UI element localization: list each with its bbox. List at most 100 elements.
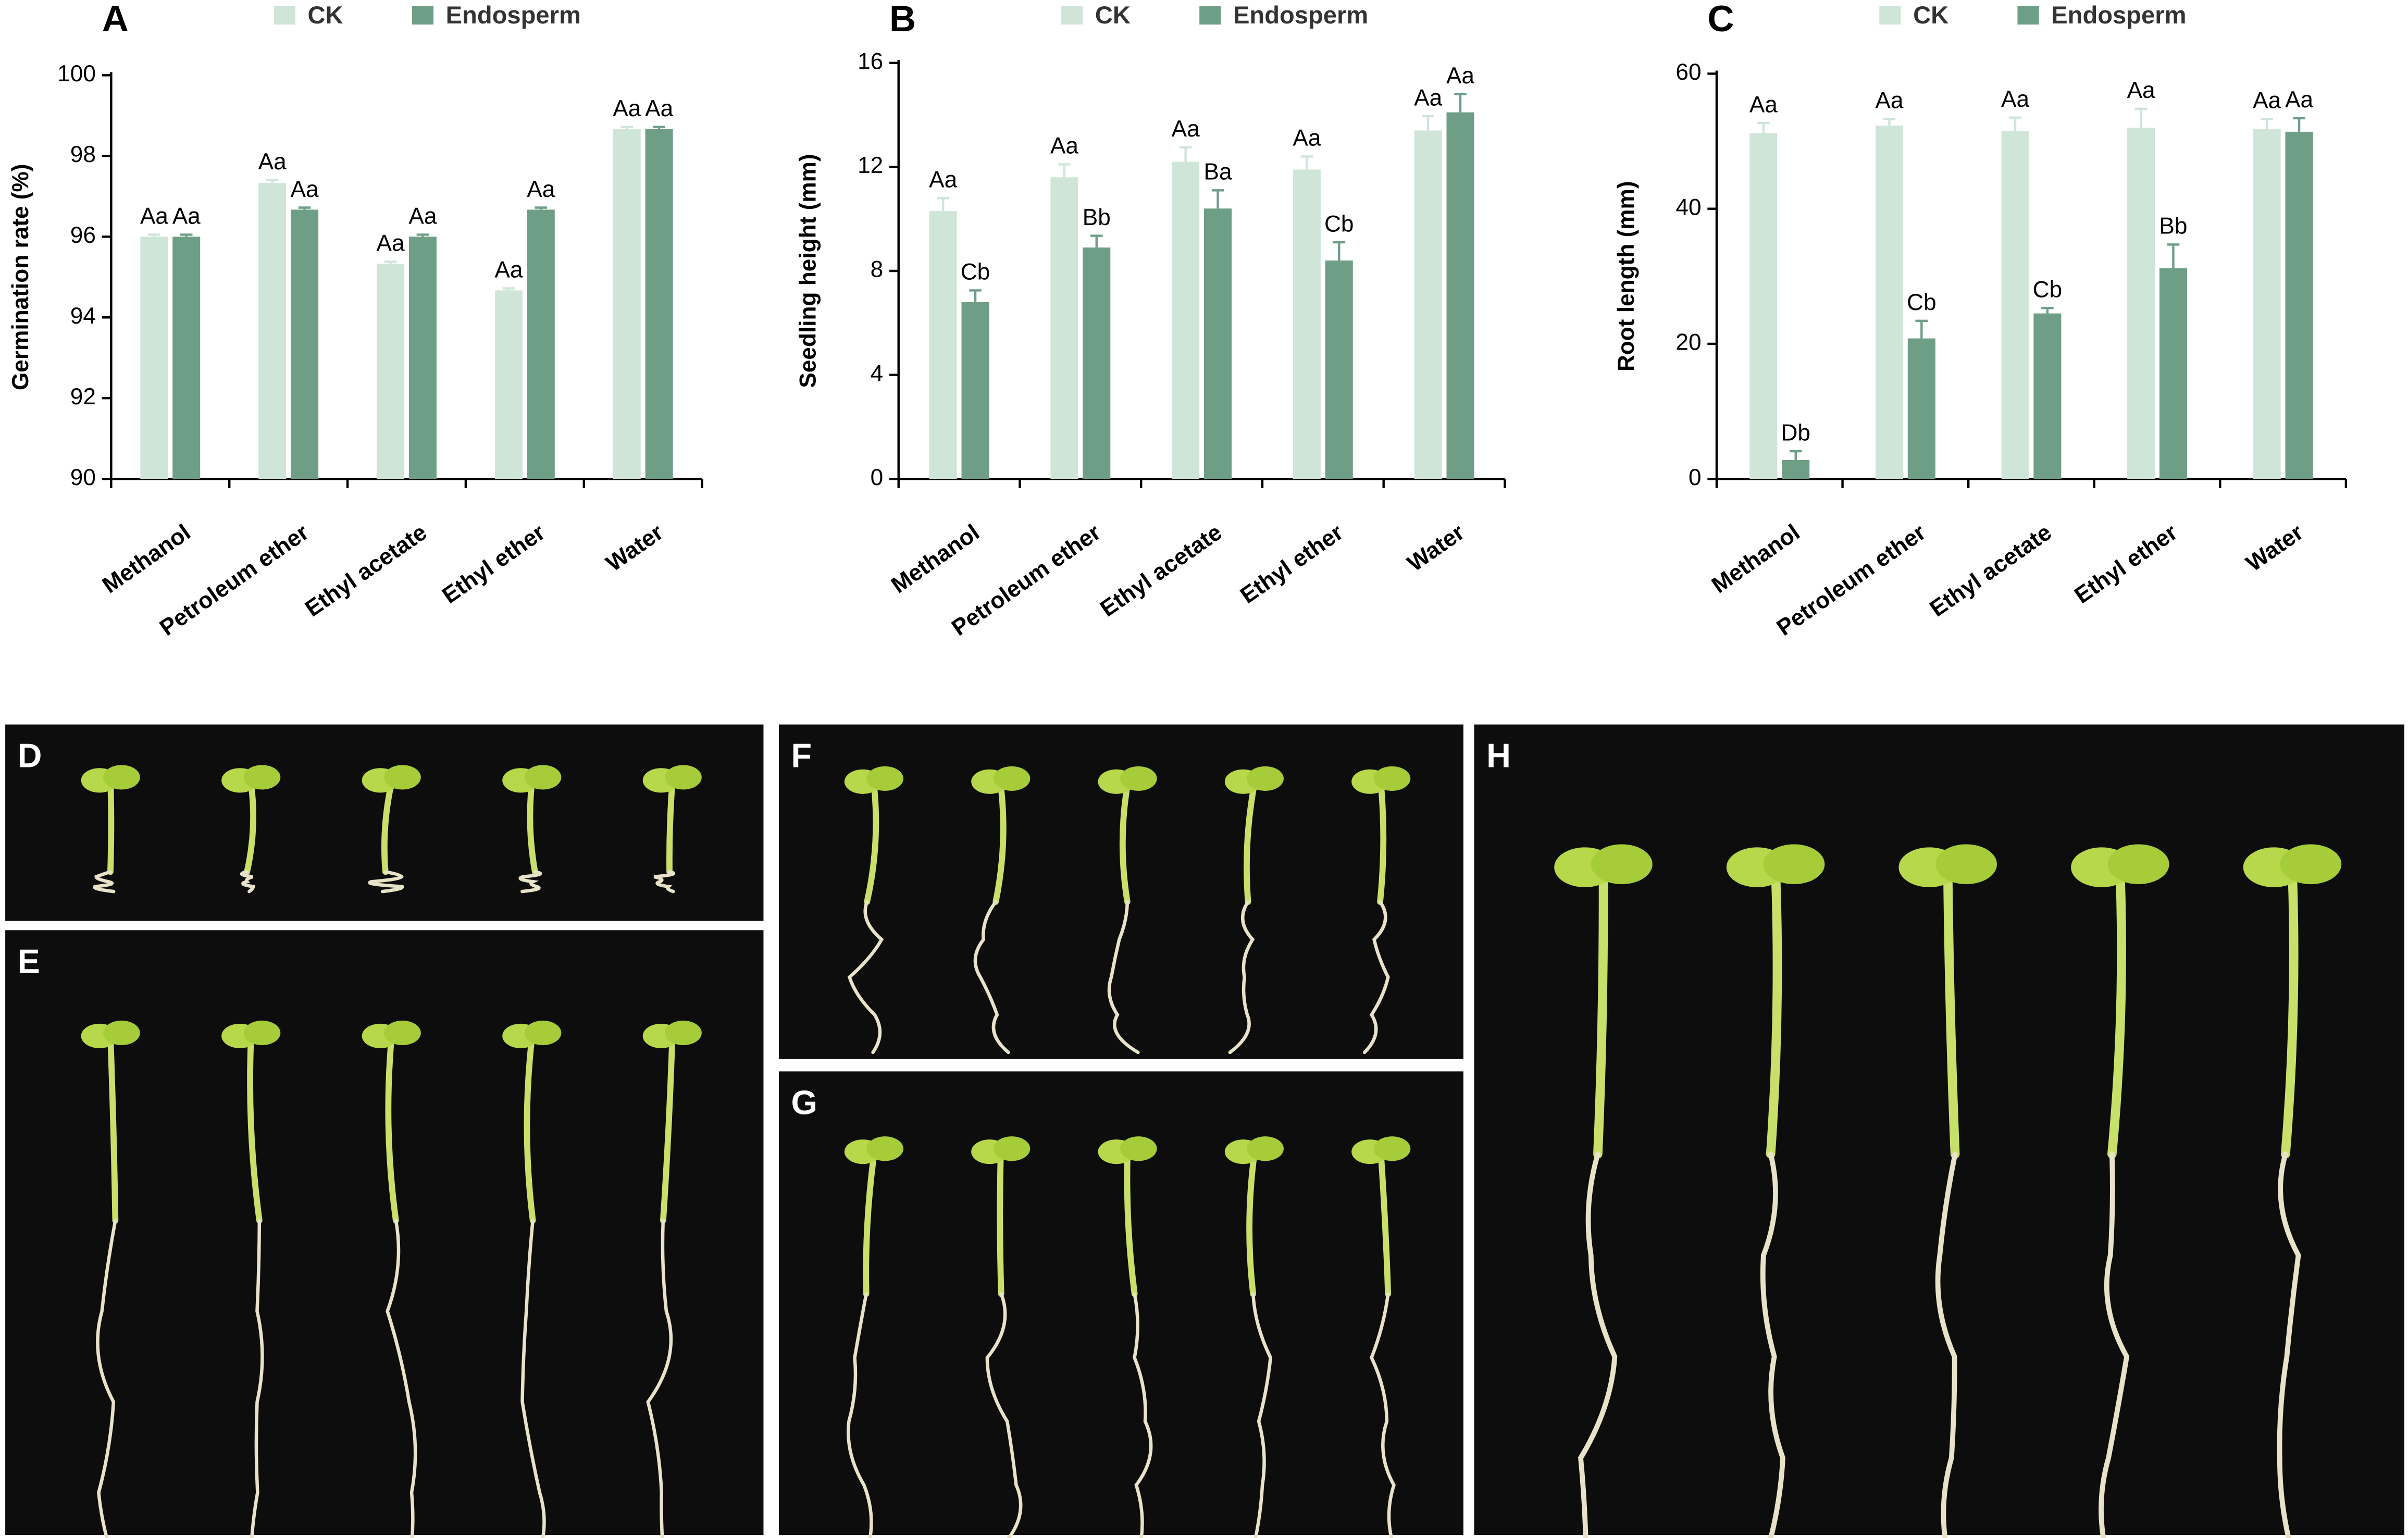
x-tick-label: Ethyl acetate xyxy=(301,519,431,622)
significance-label: Aa xyxy=(2127,78,2155,103)
seedling-leaf xyxy=(524,1020,562,1046)
seedling-stem xyxy=(863,1151,877,1297)
bar xyxy=(1907,338,1935,479)
seedling-stem xyxy=(1943,865,1960,1159)
bar xyxy=(140,237,168,479)
significance-label: Aa xyxy=(645,96,673,121)
seedling-root xyxy=(973,900,1010,1055)
seedling-root xyxy=(653,870,676,894)
significance-label: Aa xyxy=(1050,133,1078,159)
y-tick-label: 12 xyxy=(858,153,883,178)
seedling-stem xyxy=(660,1036,676,1224)
seedling-stem xyxy=(247,1036,263,1224)
seedling-leaf xyxy=(1591,844,1653,885)
seedling-root xyxy=(240,870,255,894)
y-tick-label: 0 xyxy=(1689,465,1702,490)
y-axis-label: Germination rate (%) xyxy=(8,164,33,390)
y-tick-label: 4 xyxy=(871,361,884,386)
seedling-root xyxy=(386,1219,417,1538)
photo-panel: G xyxy=(778,1071,1463,1538)
seedling-root xyxy=(2099,1151,2130,1538)
seedling-stem xyxy=(381,780,395,875)
legend-label: CK xyxy=(307,1,343,29)
significance-label: Aa xyxy=(258,149,287,175)
seedling-stem xyxy=(997,1151,1004,1297)
seedling-root xyxy=(646,1219,673,1538)
bar xyxy=(527,209,555,479)
significance-label: Db xyxy=(1781,420,1810,445)
seedling-stem xyxy=(107,1036,119,1224)
x-tick-label: Ethyl acetate xyxy=(1925,519,2056,622)
bar xyxy=(1050,177,1078,479)
seedling-stem xyxy=(107,780,115,875)
bar xyxy=(645,129,673,479)
y-tick-label: 100 xyxy=(57,61,96,86)
y-tick-label: 90 xyxy=(70,465,96,490)
seedling-root xyxy=(1228,900,1255,1055)
bar xyxy=(1204,208,1232,479)
significance-label: Aa xyxy=(2253,88,2281,114)
seedling-leaf xyxy=(1247,1136,1284,1161)
seedling-root xyxy=(1133,1292,1153,1538)
seedling-stem xyxy=(666,780,676,875)
seedling-leaf xyxy=(1373,1136,1411,1161)
bar xyxy=(172,237,201,479)
photo-panel: E xyxy=(5,930,764,1538)
legend-label: CK xyxy=(1095,1,1131,29)
seedling-leaf xyxy=(2107,844,2169,885)
x-tick-label: Water xyxy=(2242,519,2308,577)
seedling-root xyxy=(368,870,404,894)
bar xyxy=(2253,129,2281,479)
bar xyxy=(2033,313,2062,479)
panel-label: C xyxy=(1707,0,1734,39)
seedling-stem xyxy=(1593,865,1608,1159)
seedling-root xyxy=(96,1219,117,1538)
seedling-stem xyxy=(1377,1151,1392,1297)
photo-panel-label: G xyxy=(791,1083,817,1121)
significance-label: Aa xyxy=(377,231,405,256)
legend-swatch xyxy=(412,6,434,25)
panel-label: B xyxy=(889,0,916,39)
significance-label: Aa xyxy=(2285,87,2313,113)
seedling-leaf xyxy=(103,765,140,790)
bar xyxy=(2001,131,2029,479)
bar xyxy=(1083,247,1111,479)
photo-panel-label: H xyxy=(1486,737,1511,775)
legend-swatch xyxy=(1199,6,1221,25)
y-tick-label: 0 xyxy=(871,465,884,490)
bar xyxy=(1782,460,1810,479)
significance-label: Aa xyxy=(1172,116,1200,142)
seedling-stem xyxy=(1119,782,1131,905)
significance-label: Aa xyxy=(494,257,523,283)
significance-label: Ba xyxy=(1203,159,1232,185)
seedling-stem xyxy=(524,1036,536,1224)
seedling-stem xyxy=(244,780,256,875)
seedling-root xyxy=(520,1219,546,1538)
significance-label: Bb xyxy=(1083,205,1111,230)
seedling-stem xyxy=(385,1036,399,1224)
seedling-leaf xyxy=(993,766,1031,791)
seedling-leaf xyxy=(665,765,702,790)
significance-label: Bb xyxy=(2159,214,2187,239)
bar xyxy=(613,129,641,479)
legend-label: Endosperm xyxy=(1233,1,1368,29)
seedling-leaf xyxy=(384,1020,421,1046)
bar xyxy=(408,237,437,479)
bar xyxy=(2159,268,2187,479)
x-tick-label: Methanol xyxy=(1707,519,1805,598)
bar xyxy=(1325,261,1353,479)
x-tick-label: Ethyl ether xyxy=(438,519,550,609)
photo-panel-label: D xyxy=(18,737,42,775)
significance-label: Aa xyxy=(1293,126,1321,151)
bar xyxy=(2285,131,2313,479)
legend-label: Endosperm xyxy=(446,1,581,29)
seedling-root xyxy=(2277,1151,2301,1538)
seedling-stem xyxy=(1244,782,1258,905)
y-axis-label: Seedling height (mm) xyxy=(796,154,821,388)
significance-label: Aa xyxy=(613,96,641,121)
seedling-stem xyxy=(2107,865,2126,1159)
seedling-stem xyxy=(1377,782,1387,905)
bar xyxy=(1875,126,1903,479)
